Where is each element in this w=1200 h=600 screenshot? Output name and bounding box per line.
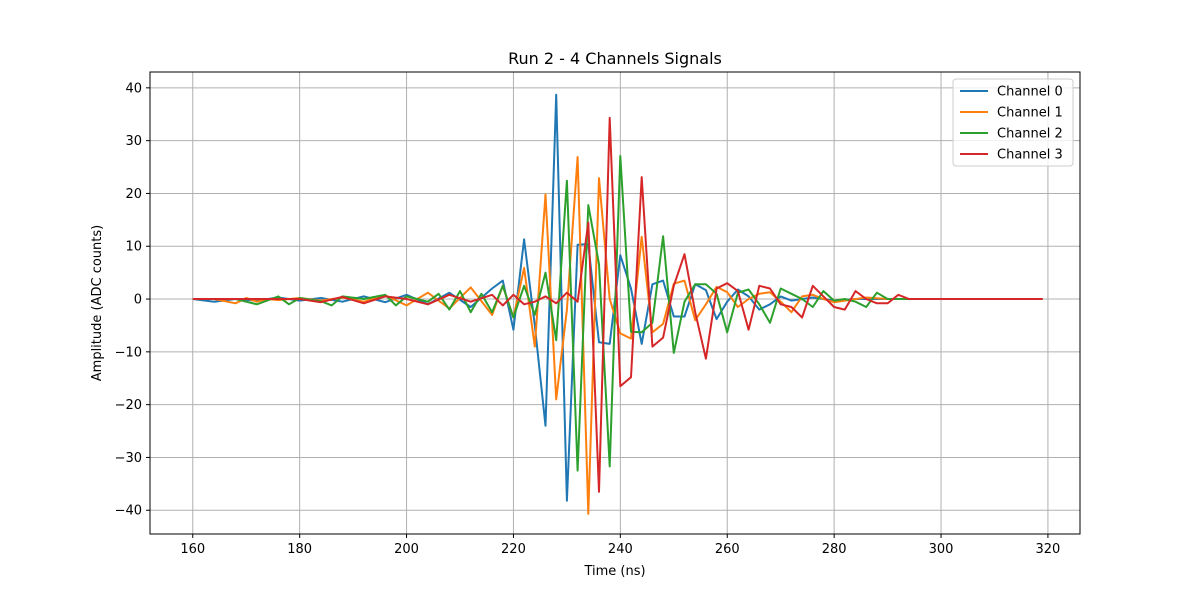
y-tick-label: −20 bbox=[115, 398, 142, 413]
legend-label-channel-1: Channel 1 bbox=[997, 106, 1063, 121]
x-tick-label: 260 bbox=[715, 542, 740, 557]
y-tick-label: 20 bbox=[125, 187, 142, 202]
x-tick-label: 320 bbox=[1036, 542, 1061, 557]
y-tick-label: 30 bbox=[125, 134, 142, 149]
series-line-channel-0 bbox=[192, 93, 1043, 502]
plot-frame bbox=[149, 71, 1081, 535]
y-tick-label: −30 bbox=[115, 451, 142, 466]
series-line-channel-3 bbox=[192, 116, 1043, 493]
y-tick-label: −10 bbox=[115, 345, 142, 360]
legend-box bbox=[952, 78, 1074, 167]
series-layer bbox=[192, 93, 1043, 515]
legend-label-channel-2: Channel 2 bbox=[997, 127, 1063, 142]
chart-title: Run 2 - 4 Channels Signals bbox=[508, 49, 722, 68]
x-tick-label: 280 bbox=[822, 542, 847, 557]
ticks-layer: 160 180 200 220 240 260 280 300 320 −40 −30 −20 −10 0… bbox=[115, 81, 1061, 557]
x-tick-label: 240 bbox=[608, 542, 633, 557]
x-tick-label: 180 bbox=[287, 542, 312, 557]
y-axis-label: Amplitude (ADC counts) bbox=[90, 225, 105, 381]
legend: Channel 0 Channel 1 Channel 2 Channel 3 bbox=[952, 78, 1074, 167]
x-tick-label: 220 bbox=[501, 542, 526, 557]
y-tick-label: 0 bbox=[134, 293, 142, 308]
x-tick-label: 200 bbox=[394, 542, 419, 557]
series-line-channel-2 bbox=[192, 155, 1043, 472]
y-tick-label: 40 bbox=[125, 81, 142, 96]
x-axis-label: Time (ns) bbox=[583, 564, 645, 579]
x-tick-label: 300 bbox=[929, 542, 954, 557]
y-tick-label: −40 bbox=[115, 504, 142, 519]
legend-label-channel-3: Channel 3 bbox=[997, 148, 1063, 163]
y-tick-label: 10 bbox=[125, 240, 142, 255]
x-tick-label: 160 bbox=[180, 542, 205, 557]
legend-label-channel-0: Channel 0 bbox=[997, 85, 1063, 100]
